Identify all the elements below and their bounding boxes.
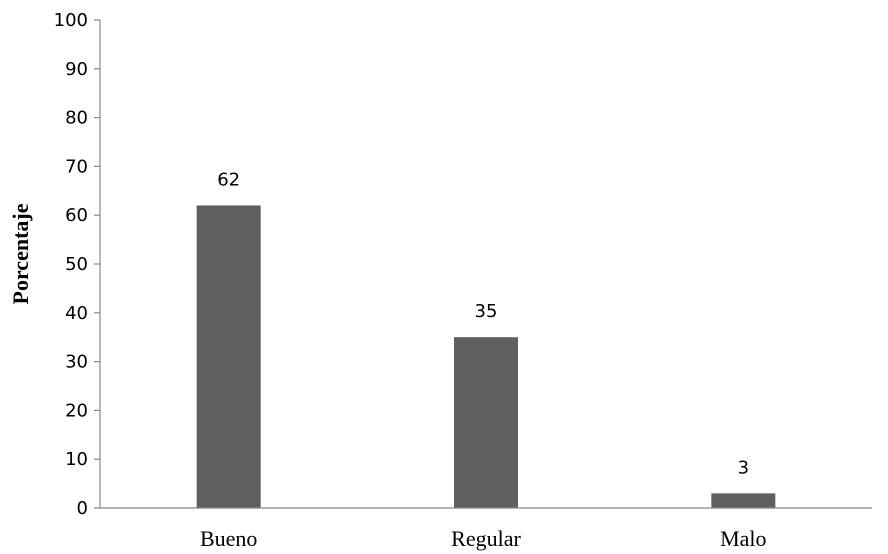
bars bbox=[196, 205, 776, 508]
x-category-label: Regular bbox=[451, 526, 521, 551]
data-label-malo: 3 bbox=[738, 457, 749, 478]
y-tick-label: 100 bbox=[54, 10, 88, 31]
bar-malo bbox=[711, 493, 776, 508]
bar-regular bbox=[454, 337, 518, 508]
y-tick-label: 80 bbox=[65, 108, 88, 129]
y-tick-label: 60 bbox=[65, 205, 88, 226]
y-tick-label: 30 bbox=[65, 352, 88, 373]
x-category-label: Malo bbox=[720, 526, 766, 551]
y-axis-title: Porcentaje bbox=[8, 203, 33, 304]
x-category-label: Bueno bbox=[200, 526, 257, 551]
y-tick-label: 90 bbox=[65, 59, 88, 80]
bar-bueno bbox=[196, 205, 261, 508]
y-tick-label: 10 bbox=[65, 449, 88, 470]
y-tick-label: 40 bbox=[65, 303, 88, 324]
data-label-regular: 35 bbox=[475, 301, 498, 322]
y-tick-label: 50 bbox=[65, 254, 88, 275]
y-axis-ticks: 0 10 20 30 40 50 60 70 80 90 100 bbox=[54, 10, 100, 519]
y-tick-label: 0 bbox=[77, 498, 88, 519]
y-tick-label: 20 bbox=[65, 400, 88, 421]
y-tick-label: 70 bbox=[65, 156, 88, 177]
data-labels: 62 35 3 bbox=[217, 169, 749, 478]
x-axis-labels: Bueno Regular Malo bbox=[200, 526, 767, 551]
data-label-bueno: 62 bbox=[217, 169, 240, 190]
